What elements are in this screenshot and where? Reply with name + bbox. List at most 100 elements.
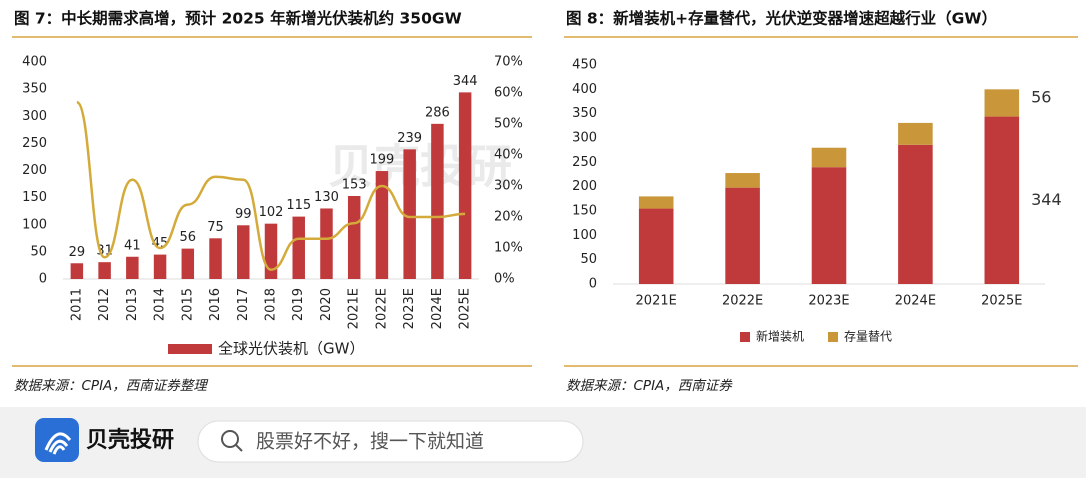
- source-note: 数据来源：CPIA，西南证券整理: [14, 378, 209, 394]
- legend-swatch: [168, 344, 212, 354]
- bar: [292, 216, 305, 279]
- bar-segment: [725, 187, 760, 284]
- legend-swatch: [740, 332, 750, 342]
- bar: [70, 263, 84, 279]
- y-tick-label: 250: [572, 155, 597, 170]
- y-tick-label: 200: [22, 163, 47, 178]
- bar: [458, 92, 472, 279]
- x-tick-label: 2017: [236, 288, 251, 321]
- bar: [375, 171, 389, 279]
- y-tick-label: 200: [572, 179, 597, 194]
- y-tick-label: 0: [39, 272, 47, 287]
- search-icon-handle: [235, 444, 243, 452]
- y-tick-label: 350: [22, 82, 47, 97]
- x-tick-label: 2025E: [458, 288, 473, 329]
- x-tick-label: 2016: [208, 288, 223, 321]
- bar-segment: [898, 144, 933, 284]
- x-tick-label: 2012: [97, 288, 112, 321]
- y-tick-label: 100: [22, 217, 47, 232]
- bar-segment: [638, 208, 674, 284]
- logo-mark: [44, 432, 72, 455]
- x-tick-label: 2019: [291, 288, 306, 321]
- bar-segment: [984, 89, 1020, 117]
- data-label: 130: [314, 190, 339, 205]
- x-tick-label: 2013: [125, 288, 140, 321]
- x-tick-label: 2022E: [374, 288, 389, 329]
- legend-label: 存量替代: [844, 330, 892, 344]
- y-tick-label: 250: [22, 136, 47, 151]
- legend-swatch: [828, 332, 838, 342]
- x-tick-label: 2011: [69, 288, 84, 321]
- data-label: 199: [370, 153, 395, 168]
- app-brand: 贝壳投研: [86, 428, 174, 453]
- data-label: 344: [453, 74, 478, 89]
- bar: [209, 238, 222, 279]
- bar-segment: [898, 122, 933, 145]
- y-tick-label: 300: [572, 131, 597, 146]
- data-label: 344: [1031, 190, 1062, 209]
- data-label: 153: [342, 177, 367, 192]
- data-label: 286: [425, 105, 450, 120]
- bar-segment: [638, 196, 674, 209]
- y-tick-label: 300: [22, 109, 47, 124]
- data-label: 56: [180, 230, 197, 245]
- data-label: 102: [259, 205, 284, 220]
- chart-title: 图 7：中长期需求高增，预计 2025 年新增光伏装机约 350GW: [14, 9, 462, 28]
- x-tick-label: 2024E: [895, 294, 936, 309]
- x-tick-label: 2020: [319, 288, 334, 321]
- bar-segment: [984, 116, 1020, 284]
- y-tick-label: 150: [572, 204, 597, 219]
- bar: [98, 262, 111, 279]
- y2-tick-label: 50%: [494, 117, 523, 132]
- data-label: 29: [69, 245, 86, 260]
- chart-title: 图 8：新增装机+存量替代，光伏逆变器增速超越行业（GW）: [566, 9, 997, 28]
- data-label: 41: [124, 238, 141, 253]
- source-note: 数据来源：CPIA，西南证券: [566, 378, 733, 394]
- legend-label: 新增装机: [756, 329, 804, 344]
- bar: [264, 223, 278, 279]
- y-tick-label: 350: [572, 106, 597, 121]
- data-label: 75: [207, 220, 224, 235]
- bar-segment: [811, 167, 847, 284]
- watermark: 贝壳投研: [328, 140, 512, 194]
- bar: [181, 248, 195, 279]
- data-label: 239: [397, 131, 422, 146]
- y2-tick-label: 20%: [494, 210, 523, 225]
- y-tick-label: 0: [589, 277, 597, 292]
- search-placeholder[interactable]: 股票好不好，搜一下就知道: [256, 431, 484, 453]
- y-tick-label: 150: [22, 190, 47, 205]
- data-label: 115: [286, 198, 311, 213]
- bar-segment: [725, 173, 760, 188]
- y2-tick-label: 0%: [494, 272, 515, 287]
- data-label: 99: [235, 207, 252, 222]
- y2-tick-label: 40%: [494, 148, 523, 163]
- x-tick-label: 2024E: [430, 288, 445, 329]
- bar: [153, 254, 167, 279]
- x-tick-label: 2021E: [636, 294, 677, 309]
- bar: [320, 208, 333, 279]
- y-tick-label: 100: [572, 228, 597, 243]
- x-tick-label: 2014: [153, 288, 168, 321]
- y-tick-label: 400: [572, 82, 597, 97]
- y-tick-label: 400: [22, 55, 47, 70]
- x-tick-label: 2022E: [722, 294, 763, 309]
- bar: [126, 256, 139, 279]
- search-icon: [221, 430, 239, 448]
- legend-label: 全球光伏装机（GW）: [218, 340, 364, 358]
- y2-tick-label: 70%: [494, 55, 523, 70]
- x-tick-label: 2018: [264, 288, 279, 321]
- y2-tick-label: 10%: [494, 241, 523, 256]
- data-label: 56: [1031, 87, 1051, 106]
- x-tick-label: 2023E: [402, 288, 417, 329]
- x-tick-label: 2021E: [347, 288, 362, 329]
- growth-line: [75, 101, 466, 271]
- y2-tick-label: 60%: [494, 86, 523, 101]
- search-box[interactable]: [197, 420, 584, 463]
- y-tick-label: 50: [580, 252, 597, 267]
- x-tick-label: 2015: [180, 288, 195, 321]
- y-tick-label: 450: [572, 58, 597, 73]
- bar-segment: [811, 147, 847, 168]
- x-tick-label: 2023E: [808, 294, 849, 309]
- app-logo[interactable]: [35, 418, 79, 462]
